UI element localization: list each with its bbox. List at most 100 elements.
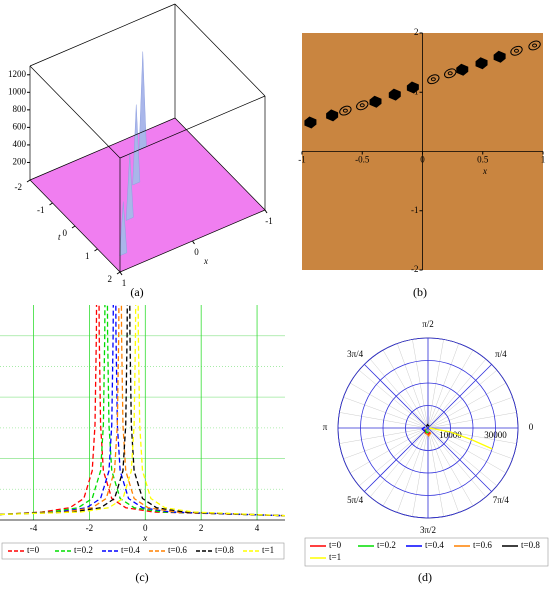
legend-label: t=0.2 (377, 540, 396, 550)
series-line (0, 305, 285, 517)
angle-label: 0 (529, 422, 534, 432)
ring-inner (447, 71, 453, 76)
series-line (425, 432, 432, 437)
legend-label: t=0.4 (425, 540, 444, 550)
ring-outer (427, 74, 440, 85)
ring-outer (339, 105, 352, 116)
angle-grid (364, 427, 429, 492)
contour-blob (406, 81, 419, 94)
x-tick-label: 1 (122, 278, 127, 288)
legend-label: t=0.8 (215, 545, 234, 555)
x-tick-label: 4 (255, 523, 260, 533)
y-tick-label: -1 (411, 205, 419, 215)
angle-label: 7π/4 (493, 495, 510, 505)
angle-grid (427, 364, 492, 429)
contour-blob (304, 116, 317, 129)
angle-label: π/2 (422, 319, 434, 329)
legend-label: t=0 (27, 545, 40, 555)
plane (30, 118, 265, 272)
x-tick-label: -1 (265, 216, 273, 226)
series-line (429, 427, 493, 450)
box-edge (29, 3, 176, 67)
series-line (0, 305, 285, 517)
legend-label: t=0.2 (74, 545, 93, 555)
box-edge (29, 65, 121, 159)
t-tick (94, 248, 98, 252)
series-line (0, 305, 285, 517)
box-edge (29, 117, 176, 181)
z-tick-label: 400 (13, 139, 27, 149)
contour-blob (369, 95, 382, 108)
r-tick-label: 10000 (439, 430, 462, 440)
legend-label: t=1 (262, 545, 274, 555)
x-tick-label: 2 (199, 523, 204, 533)
x-tick-label: -2 (86, 523, 94, 533)
series-line (425, 423, 430, 427)
x-tick-label: 1 (541, 155, 546, 165)
series-line (0, 305, 285, 517)
legend-box (1, 542, 285, 560)
ring-outer (528, 40, 541, 51)
series-line (425, 429, 429, 434)
x-tick-label: -0.5 (355, 155, 370, 165)
contour-ring (339, 105, 352, 116)
box-edge (174, 117, 266, 211)
contour-ring (427, 74, 440, 85)
contour-blob (475, 57, 488, 70)
x-tick-label: -4 (30, 523, 38, 533)
plot-area (0, 305, 285, 517)
x-axis-label: x (142, 533, 147, 543)
legend-label: t=1 (329, 552, 341, 562)
ring-outer (356, 100, 369, 111)
y-tick-label: -2 (411, 264, 419, 274)
legend-label: t=0.4 (121, 545, 140, 555)
t-tick (26, 179, 31, 183)
x-axis-label: x (482, 166, 487, 176)
t-tick-label: -2 (15, 182, 23, 192)
angle-label: 3π/4 (347, 349, 364, 359)
angle-grid (427, 427, 492, 492)
t-tick (116, 271, 121, 275)
angle-label: π (323, 422, 328, 432)
peak (125, 153, 134, 221)
peak (138, 51, 147, 151)
legend-label: t=0.6 (473, 540, 492, 550)
legend-label: t=0.8 (521, 540, 540, 550)
contour-ring (356, 100, 369, 111)
z-tick-label: 1200 (8, 69, 27, 79)
legend-box (304, 537, 549, 567)
ring-inner (513, 48, 519, 53)
ring-outer (510, 45, 523, 56)
z-tick-label: 800 (13, 104, 27, 114)
series-line (0, 305, 285, 517)
ring-inner (342, 108, 348, 113)
contour-blob (388, 88, 401, 101)
box-edge (119, 95, 266, 159)
peak (132, 104, 141, 186)
box-edge (174, 3, 266, 97)
x-tick (264, 209, 268, 214)
t-tick (49, 202, 53, 206)
t-tick-label: 1 (85, 251, 90, 261)
ring-outer (444, 68, 457, 79)
ring-inner (532, 43, 538, 48)
angle-label: π/4 (495, 349, 507, 359)
caption: (d) (418, 570, 432, 584)
t-tick (71, 225, 76, 229)
ring-inner (359, 103, 365, 108)
t-tick-label: -1 (37, 205, 45, 215)
r-tick-label: 30000 (484, 430, 507, 440)
angle-label: 3π/2 (420, 525, 436, 535)
x-tick (192, 240, 195, 245)
z-tick-label: 600 (13, 121, 27, 131)
x-axis-label: x (203, 256, 208, 266)
contour-blob (456, 63, 469, 76)
legend-label: t=0 (329, 540, 342, 550)
x-tick-label: 0.5 (477, 155, 489, 165)
contour-blob (493, 50, 506, 63)
legend-label: t=0.6 (168, 545, 187, 555)
x-tick (119, 271, 123, 276)
angle-label: 5π/4 (347, 495, 364, 505)
caption: (c) (135, 570, 148, 584)
